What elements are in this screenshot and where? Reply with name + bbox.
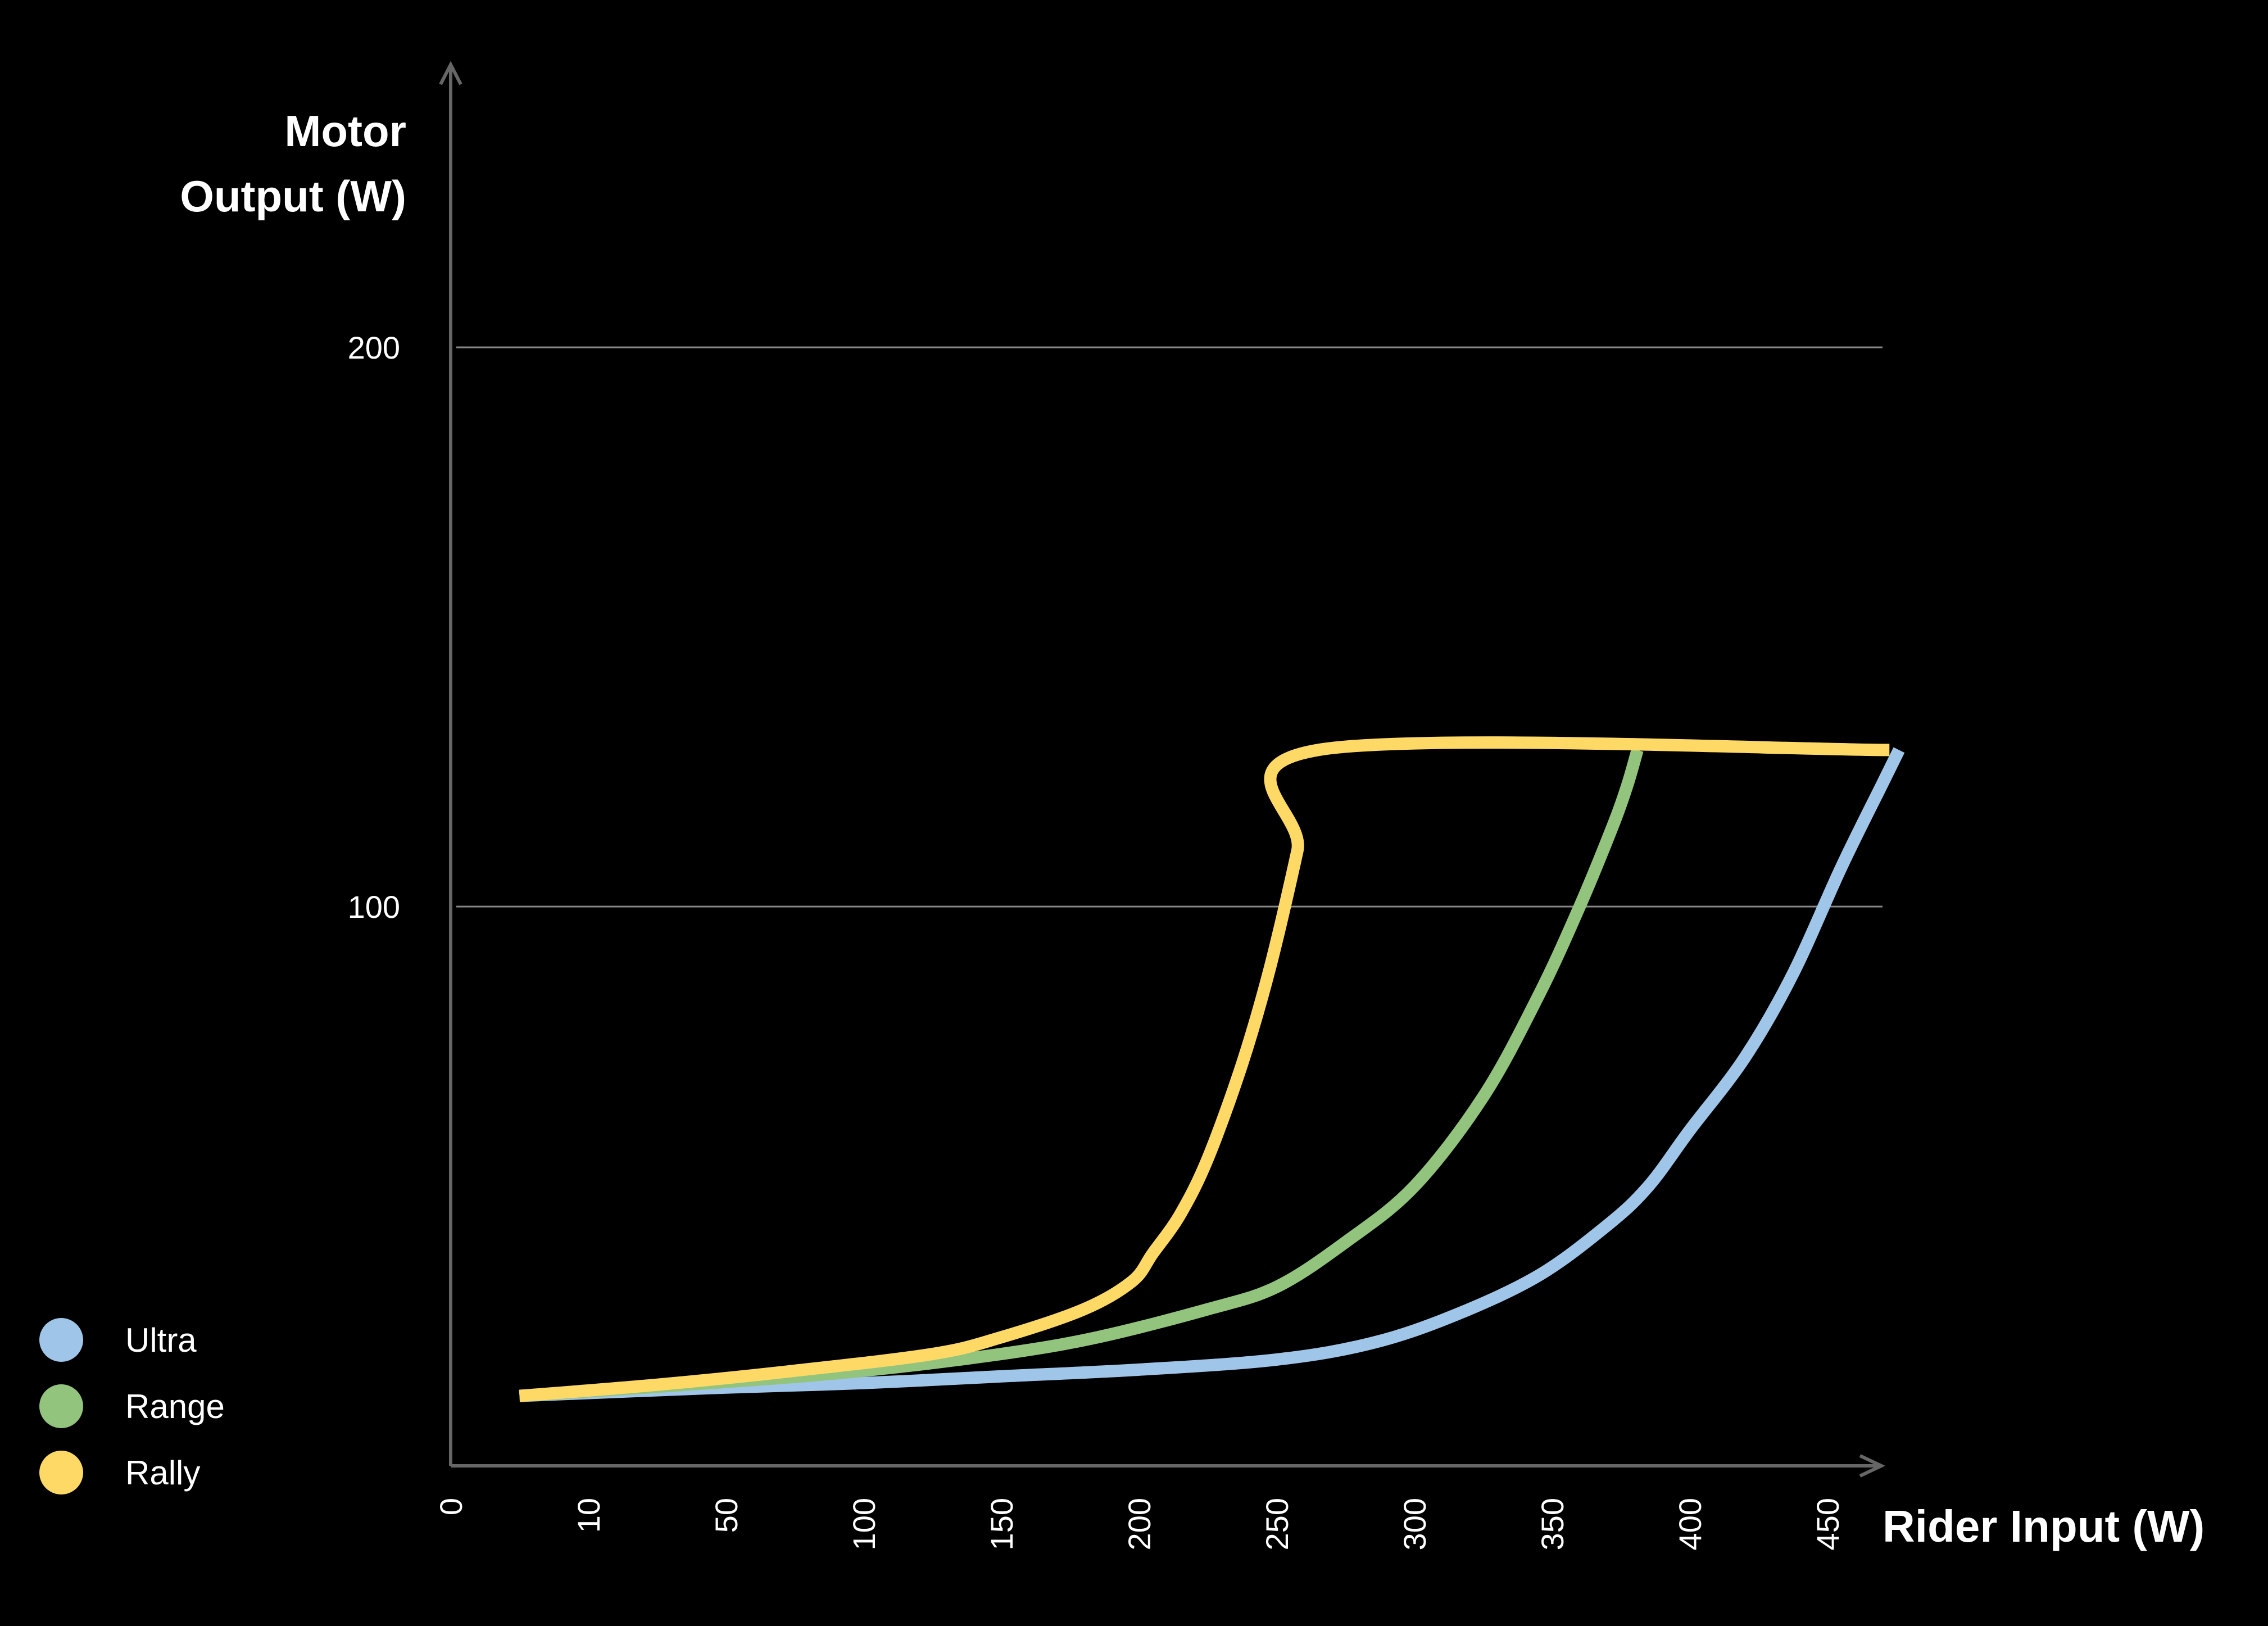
series-line-range: [519, 748, 1644, 1402]
x-axis-title: Rider Input (W): [1883, 1501, 2205, 1551]
x-tick-label-100: 100: [846, 1498, 882, 1550]
x-tick-label-50: 50: [709, 1498, 744, 1533]
legend-swatch-rally: [39, 1451, 83, 1494]
y-tick-label-100: 100: [348, 889, 400, 925]
legend-label-range: Range: [125, 1387, 225, 1425]
x-tick-label-10: 10: [571, 1498, 606, 1533]
x-tick-label-350: 350: [1535, 1498, 1570, 1550]
legend-item-ultra: Ultra: [39, 1307, 225, 1373]
series-lines: [519, 736, 1905, 1402]
legend: Ultra Range Rally: [39, 1307, 225, 1506]
y-tick-labels: 100 200: [348, 330, 400, 925]
x-tick-label-300: 300: [1397, 1498, 1432, 1550]
x-tick-label-200: 200: [1122, 1498, 1157, 1550]
series-line-rally: [519, 736, 1890, 1402]
axes: [439, 61, 1886, 1478]
y-axis-title: Motor Output (W): [180, 98, 406, 229]
legend-swatch-ultra: [39, 1318, 83, 1362]
y-tick-label-200: 200: [348, 330, 400, 365]
legend-swatch-range: [39, 1384, 83, 1428]
x-tick-labels: 0 10 50 100 150 200 250 300 350 400 450: [433, 1498, 1845, 1550]
x-tick-label-450: 450: [1810, 1498, 1845, 1550]
x-tick-label-150: 150: [984, 1498, 1019, 1550]
x-tick-label-400: 400: [1672, 1498, 1708, 1550]
legend-label-ultra: Ultra: [125, 1321, 197, 1359]
legend-label-rally: Rally: [125, 1453, 201, 1492]
x-tick-label-250: 250: [1259, 1498, 1295, 1550]
legend-item-rally: Rally: [39, 1439, 225, 1506]
gridlines: [456, 346, 1883, 908]
y-axis-title-line-1: Motor: [284, 106, 406, 156]
y-axis-title-line-2: Output (W): [180, 171, 406, 221]
x-tick-label-0: 0: [433, 1498, 469, 1515]
legend-item-range: Range: [39, 1373, 225, 1439]
x-axis-arrow: [1859, 1454, 1886, 1478]
series-line-ultra: [519, 747, 1905, 1402]
y-axis-arrow: [439, 61, 462, 85]
